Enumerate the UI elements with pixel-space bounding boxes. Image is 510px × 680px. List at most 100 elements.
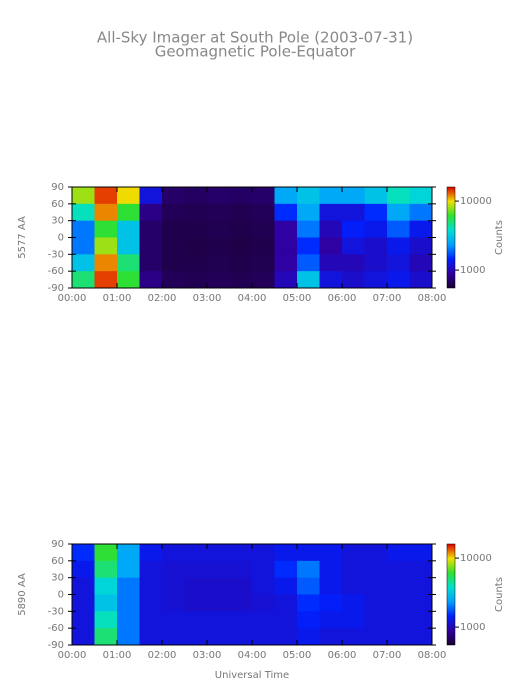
heatmap-cell xyxy=(342,560,365,579)
heatmap-cell xyxy=(72,271,95,289)
heatmap-cell xyxy=(387,594,410,612)
heatmap-cell xyxy=(94,254,118,272)
heatmap-cell xyxy=(162,560,185,579)
heatmap-cell xyxy=(94,611,118,629)
y-tick-label: 30 xyxy=(51,216,64,227)
heatmap-cell xyxy=(162,577,185,595)
heatmap-cell xyxy=(184,237,208,255)
heatmap-cell xyxy=(72,203,95,222)
colorbar-tick-label: 1000 xyxy=(460,265,485,276)
x-tick-label: 06:00 xyxy=(328,650,357,661)
heatmap-cell xyxy=(184,254,208,272)
heatmap-cell xyxy=(364,220,388,238)
heatmap-cell xyxy=(409,611,433,629)
x-tick-label: 06:00 xyxy=(328,293,357,304)
heatmap-cell xyxy=(162,271,185,289)
heatmap-cell xyxy=(319,611,343,629)
heatmap-cell xyxy=(252,577,275,595)
heatmap-cell xyxy=(117,544,140,562)
heatmap-cell xyxy=(184,577,208,595)
heatmap-cell xyxy=(364,577,388,595)
y-tick-label: 30 xyxy=(51,573,64,584)
heatmap-cell xyxy=(342,628,365,646)
heatmap-cell xyxy=(229,220,253,238)
heatmap-cell xyxy=(252,187,275,205)
heatmap-cell xyxy=(117,271,140,289)
heatmap-cell xyxy=(207,271,230,289)
heatmap-cell xyxy=(229,560,253,579)
colorbar xyxy=(446,186,456,289)
heatmap-cell xyxy=(94,220,118,238)
heatmap-cell xyxy=(342,254,365,272)
x-tick-label: 01:00 xyxy=(103,293,132,304)
heatmap-cell xyxy=(229,594,253,612)
heatmap-cell xyxy=(94,628,118,646)
x-tick-label: 01:00 xyxy=(103,650,132,661)
heatmap-cell xyxy=(162,187,185,205)
heatmap-cell xyxy=(387,271,410,289)
heatmap-cell xyxy=(139,611,163,629)
heatmap-cell xyxy=(252,611,275,629)
heatmap-cell xyxy=(342,544,365,562)
x-tick-label: 03:00 xyxy=(193,293,222,304)
x-tick-label: 02:00 xyxy=(148,293,177,304)
y-tick-label: 60 xyxy=(51,556,64,567)
x-axis-label: Universal Time xyxy=(215,670,289,680)
heatmap-cell xyxy=(319,560,343,579)
heatmap-cell xyxy=(139,237,163,255)
heatmap-cell xyxy=(274,187,298,205)
heatmap-cell xyxy=(184,203,208,222)
heatmap-cell xyxy=(139,628,163,646)
heatmap-cell xyxy=(387,254,410,272)
x-tick-label: 07:00 xyxy=(373,293,402,304)
y-tick-label: -60 xyxy=(48,623,64,634)
x-tick-label: 00:00 xyxy=(58,293,87,304)
heatmap-cell xyxy=(207,203,230,222)
heatmap-cell xyxy=(274,577,298,595)
heatmap-cell xyxy=(207,237,230,255)
heatmap-cell xyxy=(364,628,388,646)
heatmap-cell xyxy=(319,577,343,595)
heatmap-cell xyxy=(229,203,253,222)
heatmap-cell xyxy=(94,271,118,289)
heatmap-cell xyxy=(387,628,410,646)
heatmap-cell xyxy=(274,220,298,238)
heatmap-cell xyxy=(387,220,410,238)
heatmap-cell xyxy=(387,187,410,205)
heatmap-cell xyxy=(364,560,388,579)
heatmap-cell xyxy=(409,254,433,272)
heatmap-cell xyxy=(162,544,185,562)
heatmap-cell xyxy=(342,577,365,595)
heatmap-cell xyxy=(319,187,343,205)
heatmap-cell xyxy=(139,203,163,222)
heatmap-cell xyxy=(387,611,410,629)
heatmap-cell xyxy=(274,203,298,222)
heatmap-cell xyxy=(94,594,118,612)
heatmap-cell xyxy=(162,594,185,612)
heatmap-cell xyxy=(297,254,320,272)
heatmap-cell xyxy=(342,611,365,629)
heatmap-cell xyxy=(94,187,118,205)
heatmap-cell xyxy=(207,560,230,579)
heatmap-cell xyxy=(184,220,208,238)
heatmap-cell xyxy=(139,577,163,595)
y-axis-label: 5577 AA xyxy=(17,216,28,259)
y-tick-label: 60 xyxy=(51,199,64,210)
heatmap-cell xyxy=(72,187,95,205)
heatmap-cell xyxy=(117,254,140,272)
heatmap-cell xyxy=(72,611,95,629)
heatmap-cell xyxy=(72,594,95,612)
x-tick-label: 05:00 xyxy=(283,650,312,661)
heatmap-cell xyxy=(274,560,298,579)
heatmap-cell xyxy=(274,628,298,646)
x-tick-label: 04:00 xyxy=(238,650,267,661)
heatmap-cell xyxy=(252,220,275,238)
heatmap-cell xyxy=(72,577,95,595)
heatmap-cell xyxy=(297,577,320,595)
heatmap-cell xyxy=(184,560,208,579)
heatmap-cell xyxy=(274,594,298,612)
heatmap-cell xyxy=(387,577,410,595)
heatmap-cell xyxy=(117,628,140,646)
chart-subtitle: Geomagnetic Pole-Equator xyxy=(155,43,356,61)
